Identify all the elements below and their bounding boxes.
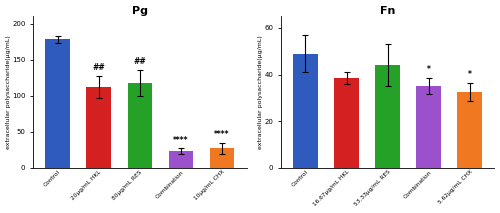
Bar xyxy=(128,83,152,168)
Bar xyxy=(168,151,194,168)
Y-axis label: extracellular polysaccharide(μg/mL): extracellular polysaccharide(μg/mL) xyxy=(6,35,10,149)
Bar xyxy=(416,86,441,168)
Text: ****: **** xyxy=(214,130,230,139)
Text: *: * xyxy=(468,70,471,79)
Bar xyxy=(376,65,400,168)
Title: Fn: Fn xyxy=(380,6,396,16)
Y-axis label: extracellular polysaccharide(μg/mL): extracellular polysaccharide(μg/mL) xyxy=(258,35,263,149)
Title: Pg: Pg xyxy=(132,6,148,16)
Bar xyxy=(46,39,70,168)
Bar xyxy=(86,87,111,168)
Bar xyxy=(334,78,359,168)
Text: ##: ## xyxy=(92,63,105,72)
Bar xyxy=(458,92,482,168)
Text: ##: ## xyxy=(134,57,146,66)
Text: *: * xyxy=(427,65,430,74)
Bar xyxy=(210,148,234,168)
Bar xyxy=(293,54,318,168)
Text: ****: **** xyxy=(173,136,188,145)
